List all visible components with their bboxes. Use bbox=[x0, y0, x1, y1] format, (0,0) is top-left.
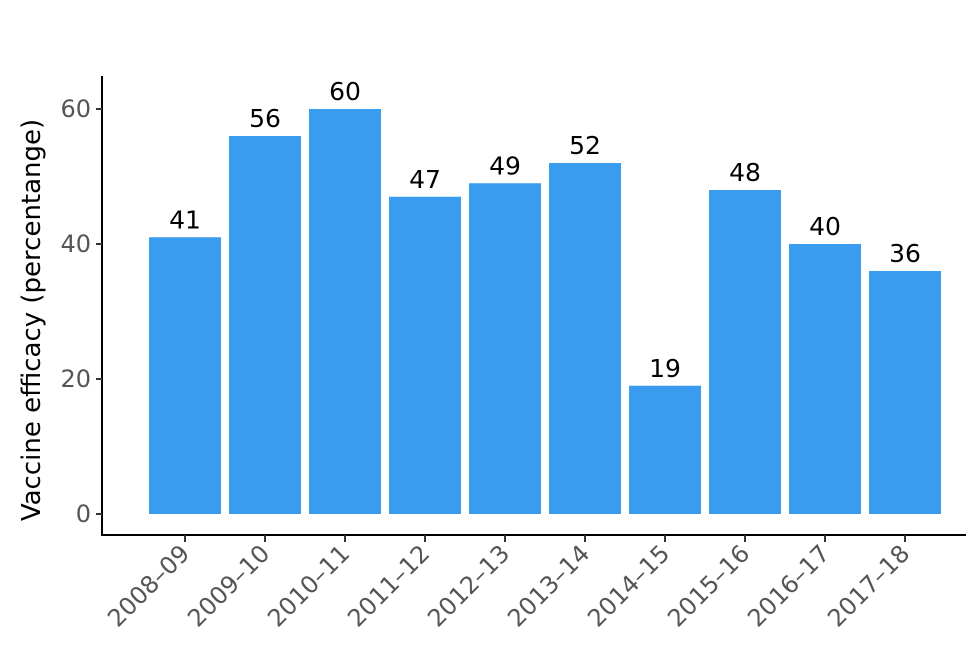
bar-2017–18 bbox=[869, 271, 941, 514]
bar-2013–14 bbox=[549, 163, 621, 514]
bar-2011–12 bbox=[389, 196, 461, 514]
y-ticks-layer: 0 20 40 60 bbox=[60, 95, 102, 528]
data-label-2017–18: 36 bbox=[889, 239, 921, 268]
y-tick-label-40: 40 bbox=[60, 230, 91, 258]
data-label-2015–16: 48 bbox=[729, 158, 761, 187]
bar-2015–16 bbox=[709, 190, 781, 514]
y-tick-label-0: 0 bbox=[76, 500, 91, 528]
x-tick-label-2015–16: 2015–16 bbox=[662, 539, 755, 632]
data-label-2012–13: 49 bbox=[489, 151, 521, 180]
x-tick-label-2008–09: 2008–09 bbox=[102, 539, 195, 632]
y-tick-label-60: 60 bbox=[60, 95, 91, 123]
x-tick-label-2013–14: 2013–14 bbox=[502, 539, 595, 632]
x-ticks-layer: 2008–092009–102010–112011–122012–132013–… bbox=[102, 535, 915, 633]
x-tick-label-2014–15: 2014–15 bbox=[582, 539, 675, 632]
data-label-2010–11: 60 bbox=[329, 77, 361, 106]
bar-2014–15 bbox=[629, 385, 701, 514]
x-tick-label-2017–18: 2017–18 bbox=[822, 539, 915, 632]
bar-2012–13 bbox=[469, 183, 541, 514]
data-label-2009–10: 56 bbox=[249, 104, 281, 133]
data-label-2014–15: 19 bbox=[649, 354, 681, 383]
y-tick-label-20: 20 bbox=[60, 365, 91, 393]
bar-2016–17 bbox=[789, 244, 861, 514]
data-label-2008–09: 41 bbox=[169, 205, 201, 234]
x-tick-label-2010–11: 2010–11 bbox=[262, 539, 355, 632]
data-label-2011–12: 47 bbox=[409, 165, 441, 194]
bar-2008–09 bbox=[149, 237, 221, 514]
x-tick-label-2012–13: 2012–13 bbox=[422, 539, 515, 632]
y-axis-title: Vaccine efficacy (percentange) bbox=[17, 119, 47, 521]
data-label-2013–14: 52 bbox=[569, 131, 601, 160]
x-tick-label-2011–12: 2011–12 bbox=[342, 539, 435, 632]
bars-layer bbox=[149, 109, 941, 514]
x-tick-label-2009–10: 2009–10 bbox=[182, 539, 275, 632]
bar-2010–11 bbox=[309, 109, 381, 514]
data-label-2016–17: 40 bbox=[809, 212, 841, 241]
data-labels-layer: 41 56 60 47 49 52 19 48 40 36 bbox=[169, 77, 921, 383]
x-tick-label-2016–17: 2016–17 bbox=[742, 539, 835, 632]
bar-2009–10 bbox=[229, 136, 301, 514]
